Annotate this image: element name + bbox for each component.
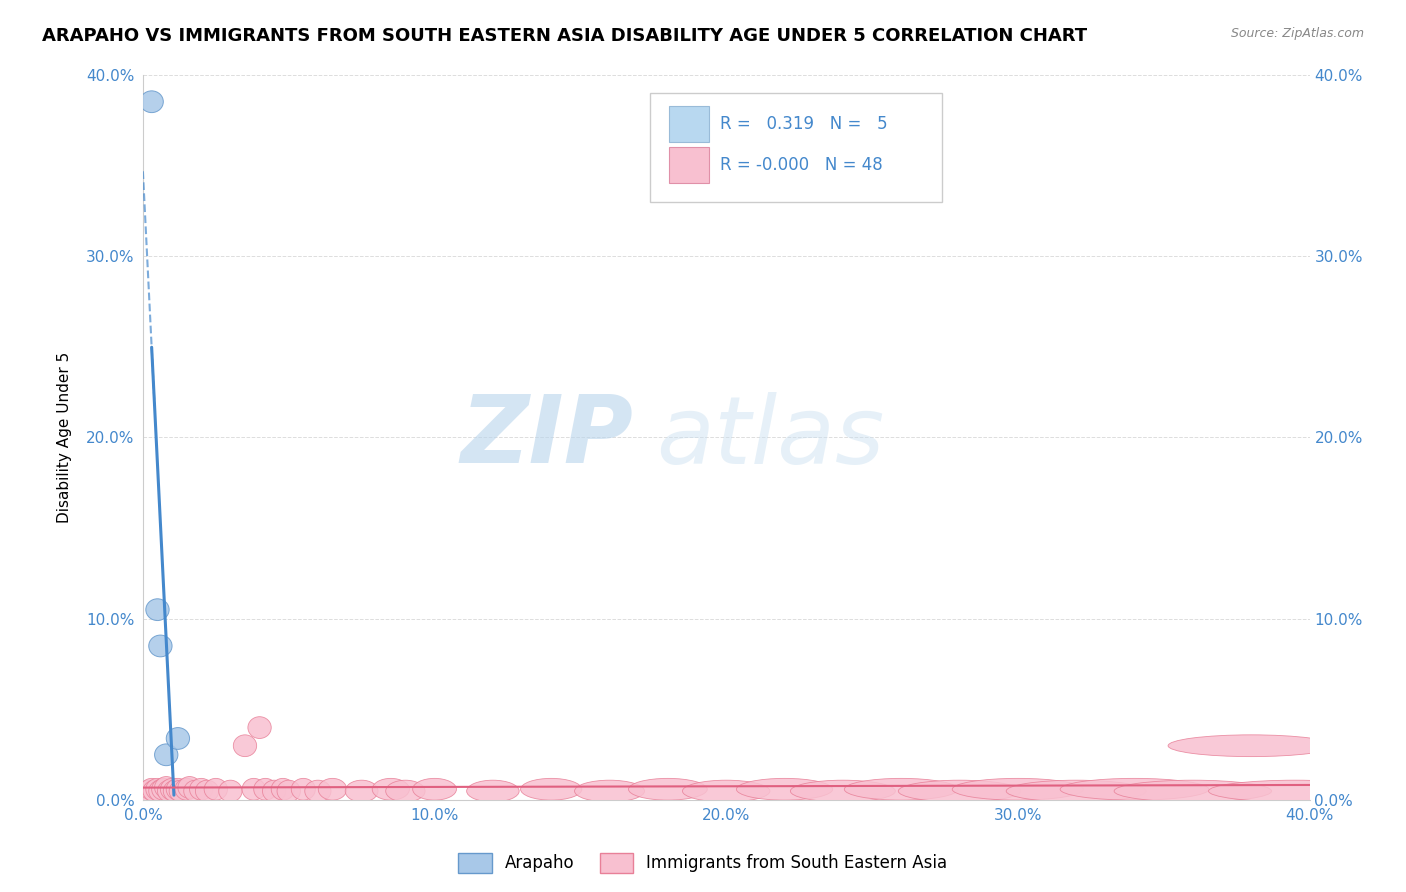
Ellipse shape bbox=[271, 779, 295, 800]
Ellipse shape bbox=[952, 779, 1084, 800]
Ellipse shape bbox=[169, 780, 193, 802]
Ellipse shape bbox=[467, 780, 519, 802]
Ellipse shape bbox=[149, 780, 172, 802]
Ellipse shape bbox=[146, 779, 169, 800]
Ellipse shape bbox=[195, 780, 219, 802]
Ellipse shape bbox=[305, 780, 330, 802]
Ellipse shape bbox=[1168, 735, 1334, 756]
Text: R = -0.000   N = 48: R = -0.000 N = 48 bbox=[720, 156, 883, 174]
Ellipse shape bbox=[263, 780, 285, 802]
Ellipse shape bbox=[141, 91, 163, 112]
Ellipse shape bbox=[141, 779, 163, 800]
Ellipse shape bbox=[318, 779, 347, 800]
Ellipse shape bbox=[233, 735, 257, 756]
Ellipse shape bbox=[190, 779, 212, 800]
Ellipse shape bbox=[790, 780, 896, 802]
Ellipse shape bbox=[155, 777, 179, 798]
Ellipse shape bbox=[575, 780, 644, 802]
Ellipse shape bbox=[155, 744, 179, 765]
Legend: Arapaho, Immigrants from South Eastern Asia: Arapaho, Immigrants from South Eastern A… bbox=[451, 847, 955, 880]
Ellipse shape bbox=[628, 779, 707, 800]
Ellipse shape bbox=[253, 779, 277, 800]
Ellipse shape bbox=[373, 779, 409, 800]
Ellipse shape bbox=[247, 716, 271, 739]
Ellipse shape bbox=[179, 777, 201, 798]
Ellipse shape bbox=[184, 780, 207, 802]
Ellipse shape bbox=[385, 780, 425, 802]
Ellipse shape bbox=[204, 779, 228, 800]
Text: ARAPAHO VS IMMIGRANTS FROM SOUTH EASTERN ASIA DISABILITY AGE UNDER 5 CORRELATION: ARAPAHO VS IMMIGRANTS FROM SOUTH EASTERN… bbox=[42, 27, 1087, 45]
Y-axis label: Disability Age Under 5: Disability Age Under 5 bbox=[58, 351, 72, 523]
Ellipse shape bbox=[1209, 780, 1381, 802]
Text: R =   0.319   N =   5: R = 0.319 N = 5 bbox=[720, 115, 889, 133]
Text: Source: ZipAtlas.com: Source: ZipAtlas.com bbox=[1230, 27, 1364, 40]
Ellipse shape bbox=[682, 780, 770, 802]
Ellipse shape bbox=[413, 779, 457, 800]
Ellipse shape bbox=[898, 780, 1021, 802]
Ellipse shape bbox=[346, 780, 378, 802]
Ellipse shape bbox=[166, 728, 190, 749]
Ellipse shape bbox=[242, 779, 266, 800]
FancyBboxPatch shape bbox=[669, 147, 709, 184]
Ellipse shape bbox=[520, 779, 582, 800]
Ellipse shape bbox=[166, 779, 190, 800]
Ellipse shape bbox=[277, 780, 301, 802]
Ellipse shape bbox=[737, 779, 832, 800]
Ellipse shape bbox=[174, 779, 198, 800]
Ellipse shape bbox=[845, 779, 957, 800]
Ellipse shape bbox=[163, 780, 187, 802]
FancyBboxPatch shape bbox=[669, 106, 709, 142]
Ellipse shape bbox=[146, 599, 169, 621]
Ellipse shape bbox=[149, 635, 172, 657]
Text: atlas: atlas bbox=[657, 392, 884, 483]
Ellipse shape bbox=[1114, 780, 1271, 802]
Ellipse shape bbox=[1060, 779, 1209, 800]
FancyBboxPatch shape bbox=[651, 93, 942, 202]
Ellipse shape bbox=[157, 780, 181, 802]
Ellipse shape bbox=[160, 779, 184, 800]
Ellipse shape bbox=[136, 780, 160, 802]
Ellipse shape bbox=[143, 780, 166, 802]
Ellipse shape bbox=[291, 779, 315, 800]
Ellipse shape bbox=[152, 779, 174, 800]
Ellipse shape bbox=[219, 780, 242, 802]
Text: ZIP: ZIP bbox=[460, 392, 633, 483]
Ellipse shape bbox=[1007, 780, 1146, 802]
